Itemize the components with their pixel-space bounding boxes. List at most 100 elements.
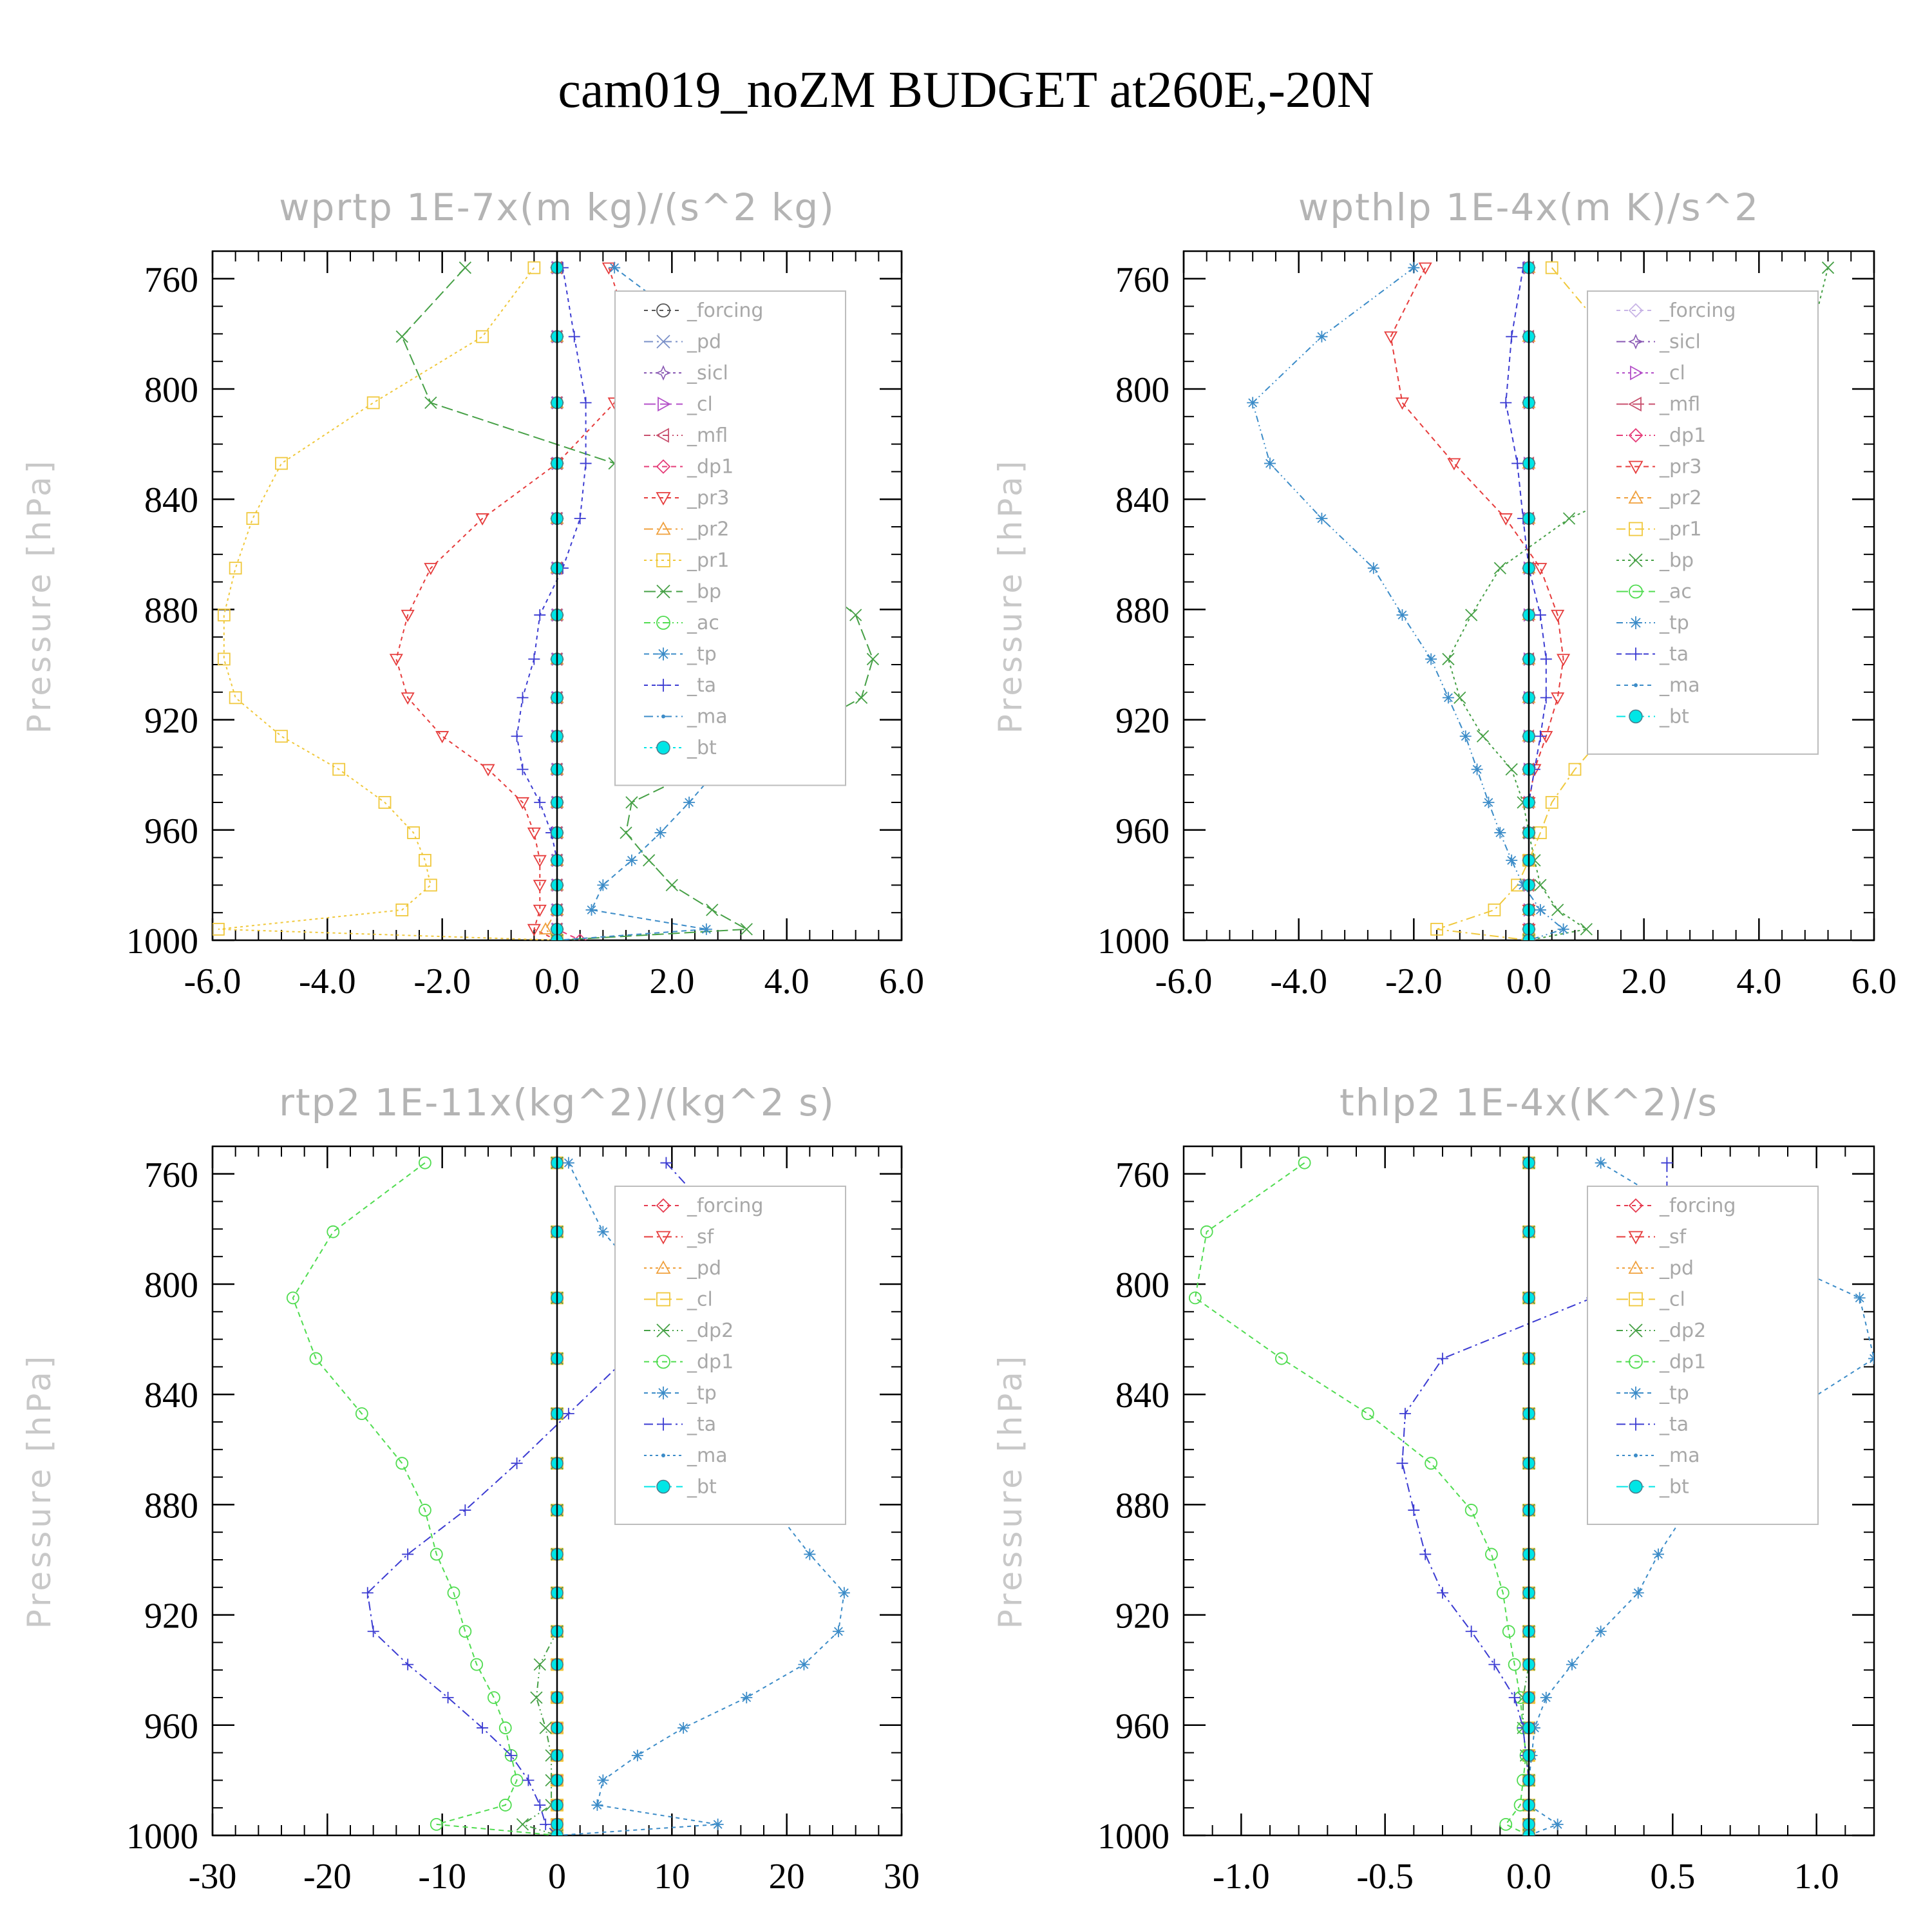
y-axis-label: Pressure [hPa] <box>992 1353 1029 1629</box>
data-point <box>683 797 696 808</box>
data-point <box>656 1260 671 1274</box>
data-point <box>528 653 540 665</box>
data-point <box>1629 584 1643 599</box>
legend-label: _ac <box>1659 581 1692 603</box>
legend-label: _cl <box>687 1289 713 1311</box>
data-point <box>1298 1156 1311 1170</box>
y-tick-label: 760 <box>1115 260 1170 300</box>
data-point <box>1459 730 1472 743</box>
legend-label: _bt <box>687 1476 717 1499</box>
data-point <box>1540 1692 1552 1703</box>
y-tick-label: 880 <box>144 1486 198 1526</box>
data-point <box>568 330 580 343</box>
data-point <box>661 1454 665 1457</box>
data-point <box>475 513 489 526</box>
legend-label: _bt <box>1659 706 1689 728</box>
data-point <box>407 826 420 839</box>
data-point <box>361 1587 374 1599</box>
data-point <box>1628 1198 1643 1213</box>
series-line <box>1505 267 1547 940</box>
legend-label: _forcing <box>687 1195 763 1217</box>
data-point <box>1629 709 1643 724</box>
data-point <box>1425 1457 1438 1470</box>
data-point <box>1493 562 1506 574</box>
data-point <box>625 854 638 866</box>
data-point <box>1628 1231 1643 1245</box>
y-tick-label: 880 <box>144 591 198 630</box>
data-point <box>1557 654 1571 667</box>
data-point <box>476 330 489 343</box>
series-ta <box>1500 261 1552 940</box>
data-point <box>1540 692 1552 704</box>
data-point <box>1562 512 1576 525</box>
legend-label: _dp1 <box>1659 1351 1706 1374</box>
legend-label: _pr3 <box>1659 456 1701 478</box>
series-ta <box>511 261 592 940</box>
legend-label: _cl <box>1659 1289 1685 1311</box>
data-point <box>1361 1407 1374 1421</box>
data-point <box>530 1691 543 1704</box>
figure-title: cam019_noZM BUDGET at260E,-20N <box>558 62 1374 118</box>
data-point <box>656 741 670 755</box>
data-point <box>327 1225 340 1238</box>
legend-label: _sf <box>687 1226 715 1249</box>
legend-label: _ma <box>1659 1444 1700 1467</box>
data-point <box>1627 334 1644 350</box>
y-tick-label: 920 <box>144 1596 198 1636</box>
legend-label: _sicl <box>1659 331 1701 354</box>
data-point <box>657 679 670 692</box>
data-point <box>712 1818 724 1830</box>
x-tick-label: 0.0 <box>1506 1857 1551 1897</box>
y-tick-label: 760 <box>144 260 198 300</box>
data-point <box>656 1479 670 1494</box>
plot-area <box>213 251 880 940</box>
data-point <box>656 1231 671 1245</box>
data-point <box>643 854 656 867</box>
data-point <box>832 1625 844 1638</box>
x-tick-label: 4.0 <box>1736 961 1781 1001</box>
data-point <box>1534 609 1546 621</box>
data-point <box>656 303 670 317</box>
legend-label: _bt <box>1659 1476 1689 1499</box>
data-point <box>1508 1658 1521 1671</box>
series-line <box>556 267 581 940</box>
x-tick-label: -1.0 <box>1213 1857 1270 1897</box>
data-point <box>366 396 380 410</box>
y-tick-label: 960 <box>1115 811 1170 851</box>
data-point <box>1540 653 1552 665</box>
legend-label: _ma <box>687 1444 728 1467</box>
data-point <box>355 1407 368 1421</box>
data-point <box>515 797 530 810</box>
data-point <box>538 922 553 934</box>
legend-label: _forcing <box>687 299 763 322</box>
data-point <box>1447 458 1461 471</box>
series-tp <box>1247 261 1569 940</box>
legend-label: _pr3 <box>687 487 729 509</box>
legend-label: _dp1 <box>687 456 734 478</box>
data-point <box>1274 1352 1288 1365</box>
x-tick-label: 2.0 <box>649 961 694 1001</box>
y-tick-label: 760 <box>1115 1155 1170 1195</box>
data-point <box>1496 1586 1510 1600</box>
data-point <box>332 762 346 776</box>
y-tick-label: 1000 <box>1097 1817 1170 1857</box>
data-point <box>1566 1658 1578 1671</box>
data-point <box>1634 683 1638 687</box>
data-point <box>804 1548 816 1560</box>
data-point <box>1629 1479 1643 1494</box>
series-dp1 <box>1188 1156 1535 1835</box>
data-point <box>1465 609 1478 621</box>
data-point <box>700 923 712 935</box>
legend-label: _forcing <box>1659 299 1736 322</box>
plot-area <box>1188 1146 1874 1835</box>
data-point <box>1629 1417 1642 1431</box>
data-point <box>540 1818 552 1830</box>
data-point <box>1853 1292 1866 1304</box>
data-point <box>1316 330 1328 343</box>
data-point <box>424 878 437 892</box>
data-point <box>1399 1408 1411 1420</box>
x-tick-label: -4.0 <box>1270 961 1327 1001</box>
series-line <box>1252 267 1565 940</box>
data-point <box>459 261 471 274</box>
x-tick-label: -0.5 <box>1356 1857 1414 1897</box>
